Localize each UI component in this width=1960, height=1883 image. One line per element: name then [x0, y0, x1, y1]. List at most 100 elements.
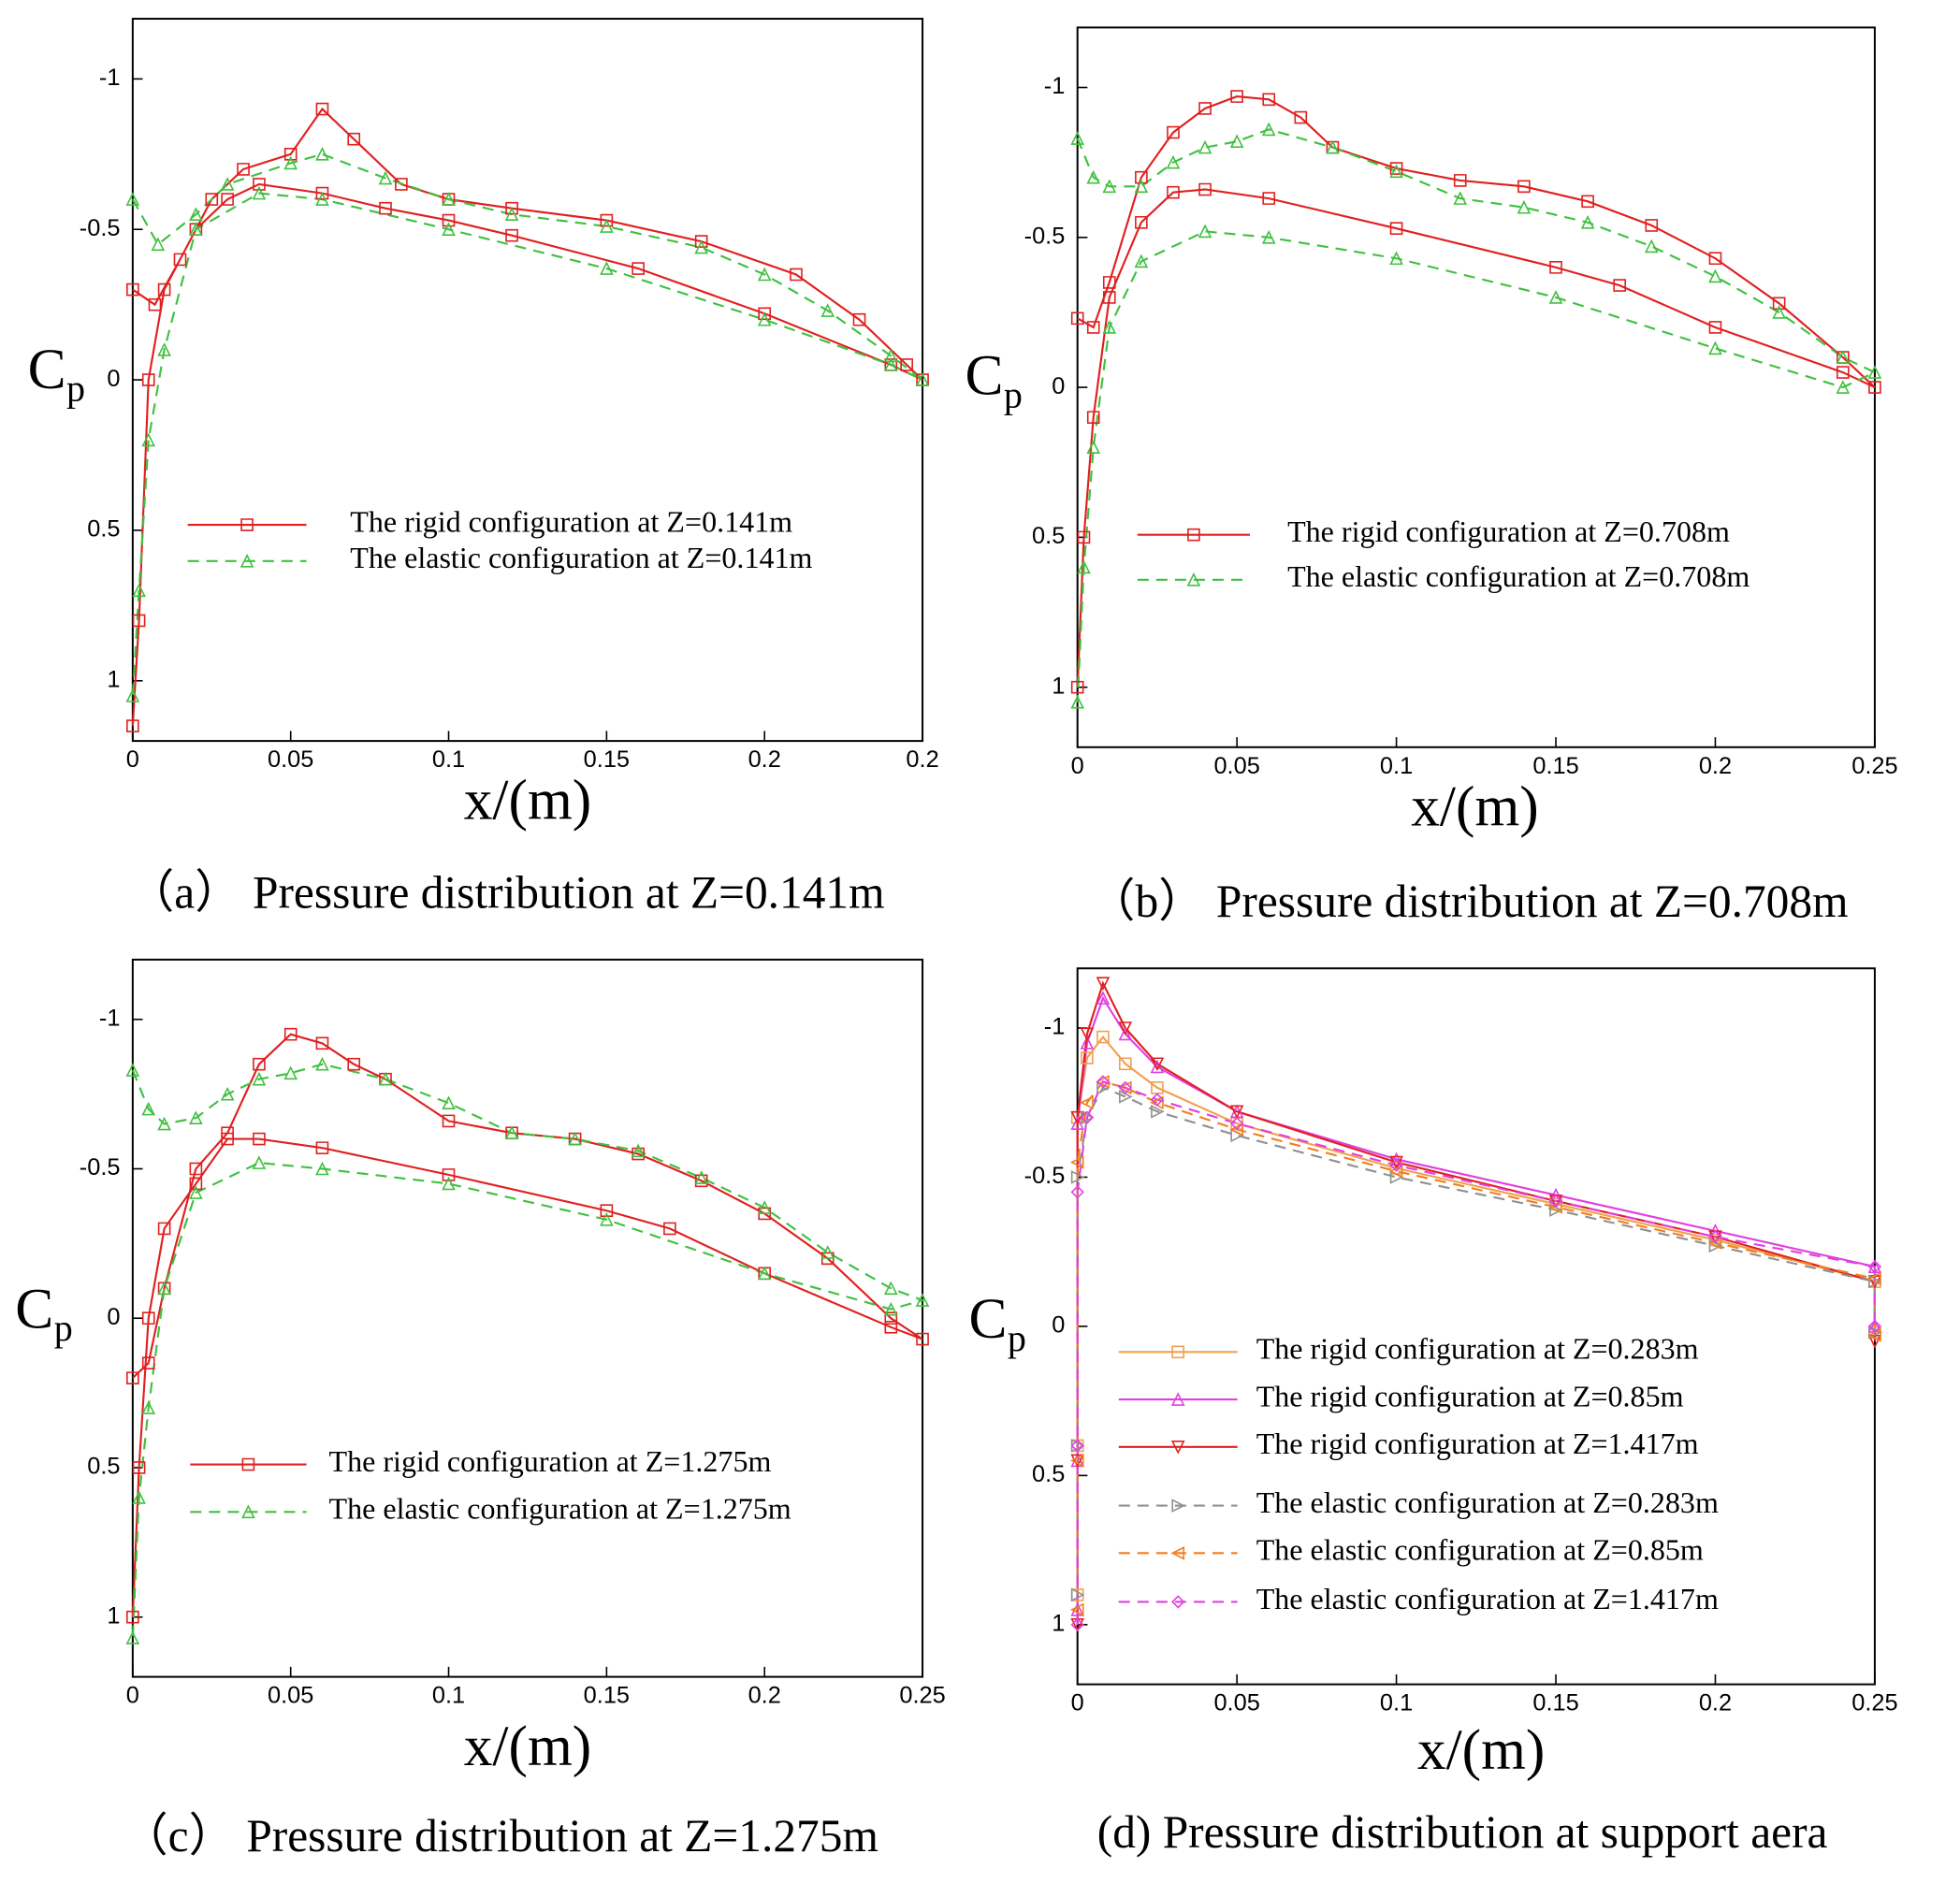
- legend-label: The elastic configuration at Z=0.141m: [350, 541, 812, 574]
- caption: （a） Pressure distribution at Z=0.141m: [128, 866, 885, 918]
- chart-panel: 0 0.05 0.1 0.15 0.2 0.25 -1 -0.5 0 0.5 1 x/(m) C p （c）…: [15, 958, 946, 1861]
- legend-marker: [241, 1504, 255, 1519]
- data-point: [1707, 1236, 1722, 1250]
- caption: （c） Pressure distribution at Z=1.275m: [122, 1810, 878, 1861]
- data-point: [1229, 1123, 1243, 1137]
- legend-marker: [1187, 528, 1200, 542]
- data-point: [157, 1116, 171, 1131]
- data-point: [1080, 1110, 1095, 1124]
- data-point: [758, 307, 772, 321]
- data-point: [141, 1400, 156, 1414]
- data-point: [283, 155, 298, 170]
- y-axis-label: C: [15, 1277, 53, 1340]
- legend-label: The rigid configuration at Z=0.85m: [1256, 1379, 1684, 1412]
- data-point: [1389, 251, 1403, 266]
- data-point: [1102, 276, 1116, 289]
- x-axis-label: x/(m): [464, 1715, 591, 1778]
- x-tick-label: 0.2: [1699, 753, 1732, 779]
- data-point: [1867, 365, 1882, 379]
- data-point: [757, 267, 772, 282]
- data-point: [1645, 219, 1659, 232]
- data-point: [442, 1168, 456, 1181]
- x-axis-label: x/(m): [464, 769, 591, 833]
- data-point: [253, 178, 266, 191]
- data-point: [694, 235, 708, 248]
- data-point: [125, 688, 140, 703]
- data-point: [151, 237, 166, 252]
- chart-panel: 0 0.05 0.1 0.15 0.2 0.25 -1 -0.5 0 0.5 1 x/(m) C p (d)…: [968, 967, 1898, 1858]
- data-point: [1096, 991, 1111, 1005]
- data-point: [157, 342, 171, 356]
- data-point: [125, 1630, 140, 1644]
- data-point: [1836, 350, 1851, 364]
- data-point: [757, 311, 772, 326]
- data-point: [1229, 1116, 1244, 1131]
- data-point: [820, 303, 835, 317]
- x-tick-label: 0.1: [432, 1683, 465, 1709]
- data-point: [1326, 139, 1340, 154]
- plot-frame: [1076, 967, 1876, 1686]
- y-tick-label: 1: [107, 666, 120, 692]
- data-point: [1453, 174, 1467, 187]
- caption: （b） Pressure distribution at Z=0.708m: [1089, 876, 1848, 927]
- data-point: [600, 1204, 614, 1218]
- caption: (d) Pressure distribution at support aer…: [1097, 1806, 1828, 1858]
- data-point: [1198, 182, 1212, 196]
- data-point: [253, 1057, 266, 1071]
- data-point: [157, 1222, 171, 1236]
- legend-label: The elastic configuration at Z=1.275m: [329, 1492, 791, 1526]
- data-point: [189, 207, 203, 221]
- x-tick-label: 0.15: [1532, 1690, 1578, 1716]
- data-point: [1069, 1454, 1084, 1468]
- data-point: [315, 1141, 329, 1154]
- data-point: [1070, 1587, 1085, 1602]
- data-point: [442, 213, 456, 227]
- y-tick-label: 0.5: [1032, 523, 1065, 549]
- data-point: [1070, 1617, 1084, 1631]
- data-point: [237, 163, 250, 176]
- data-point: [252, 1155, 267, 1169]
- data-point: [141, 432, 156, 447]
- data-point: [631, 1143, 646, 1158]
- data-point: [1151, 1080, 1164, 1094]
- legend-marker: [1171, 1499, 1186, 1513]
- data-point: [505, 201, 518, 215]
- data-point: [1613, 279, 1627, 292]
- chart-panel: 0 0.05 0.1 0.15 0.2 0.2 -1 -0.5 0 0.5 1 x/(m) C p （a） …: [28, 18, 939, 918]
- data-point: [1867, 1259, 1882, 1274]
- y-axis-label-sub: p: [54, 1307, 73, 1349]
- data-point: [1167, 125, 1180, 139]
- data-point: [1772, 297, 1786, 311]
- data-point: [1548, 1200, 1562, 1214]
- plot-frame: [1076, 26, 1876, 748]
- data-point: [1118, 1021, 1133, 1036]
- data-point: [915, 1293, 930, 1307]
- x-tick-label: 0.05: [268, 746, 313, 773]
- data-point: [189, 1162, 203, 1176]
- data-point: [600, 261, 614, 275]
- legend-marker: [1186, 572, 1201, 587]
- data-point: [1070, 1602, 1084, 1616]
- data-point: [1867, 1271, 1881, 1286]
- data-point: [1134, 179, 1149, 194]
- data-point: [315, 192, 329, 206]
- data-point: [1229, 1105, 1244, 1120]
- y-tick-label: 0.5: [87, 516, 120, 543]
- data-point: [132, 614, 146, 628]
- data-point: [442, 222, 456, 237]
- series-line: [1076, 128, 1878, 703]
- data-point: [916, 1332, 929, 1346]
- data-point: [1118, 1080, 1132, 1094]
- data-point: [1077, 559, 1091, 574]
- data-point: [189, 222, 203, 237]
- data-point: [1151, 1104, 1165, 1119]
- y-tick-label: -0.5: [1024, 223, 1066, 249]
- data-point: [1868, 1274, 1882, 1289]
- data-point: [1453, 191, 1468, 205]
- data-point: [1135, 170, 1148, 184]
- plot-frame: [131, 18, 924, 743]
- data-point: [1070, 311, 1084, 326]
- data-point: [220, 1086, 235, 1101]
- data-point: [790, 268, 803, 282]
- data-point: [883, 348, 898, 363]
